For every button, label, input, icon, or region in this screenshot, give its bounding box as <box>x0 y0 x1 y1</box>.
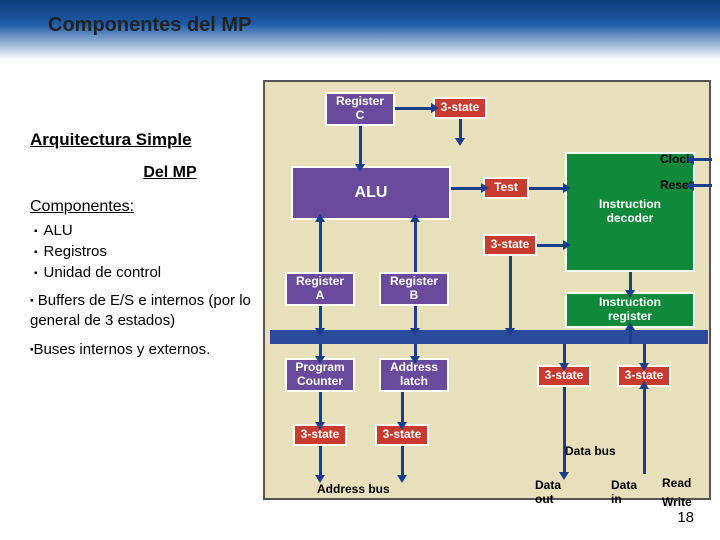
arrow-head <box>625 290 635 298</box>
write-label: Write <box>662 495 692 509</box>
arrow <box>643 387 646 474</box>
arrow-head <box>481 183 489 193</box>
tri1-box: 3-state <box>433 97 487 119</box>
arrow <box>694 158 712 161</box>
arrow-head <box>315 422 325 430</box>
arrow-head <box>431 103 439 113</box>
arrow <box>401 446 404 477</box>
arrow-head <box>455 138 465 146</box>
arrow <box>359 126 362 166</box>
paragraph-buffers: ▪ Buffers de E/S e internos (por lo gene… <box>30 291 260 330</box>
arrow-head <box>639 381 649 389</box>
list-item: Registros <box>34 243 260 260</box>
arrow <box>319 220 322 272</box>
arrow-head <box>410 356 420 364</box>
arrow-head <box>563 183 571 193</box>
component-list: ALU Registros Unidad de control <box>30 222 260 281</box>
componentes-label: Componentes: <box>30 198 260 216</box>
arrow-head <box>625 322 635 330</box>
test-box: Test <box>483 177 529 199</box>
arrow <box>319 392 322 424</box>
paragraph-buses: ▪Buses internos y externos. <box>30 340 260 360</box>
arrow-head <box>397 422 407 430</box>
list-item: Unidad de control <box>34 264 260 281</box>
arrow-head <box>397 475 407 483</box>
arrow <box>319 306 322 330</box>
diagram-label: Dataout <box>535 478 561 506</box>
arrow <box>563 344 566 365</box>
tri2-box: 3-state <box>483 234 537 256</box>
arrow-head <box>686 181 694 191</box>
alu-box: ALU <box>291 166 451 220</box>
arrow <box>643 344 646 365</box>
arrow-head <box>410 214 420 222</box>
arrow <box>694 184 712 187</box>
list-item: ALU <box>34 222 260 239</box>
diagram-label: Data bus <box>565 444 616 458</box>
arrow <box>509 256 512 330</box>
arch-title: Arquitectura Simple <box>30 130 260 150</box>
arrow-head <box>559 363 569 371</box>
arrow <box>563 387 566 474</box>
diagram-label: Address bus <box>317 482 390 496</box>
del-mp: Del MP <box>80 164 260 182</box>
text-column: Arquitectura Simple Del MP Componentes: … <box>30 130 260 360</box>
page-title: Componentes del MP <box>48 14 251 37</box>
arrow-head <box>315 214 325 222</box>
arrow <box>319 446 322 477</box>
regC-box: RegisterC <box>325 92 395 126</box>
page-number: 18 <box>677 509 694 526</box>
regA-box: RegisterA <box>285 272 355 306</box>
decoder-box: Instructiondecoder <box>565 152 695 272</box>
arrow <box>414 220 417 272</box>
arrow <box>459 119 462 140</box>
arrow <box>629 272 632 292</box>
arrow <box>401 392 404 424</box>
diagram-label: Datain <box>611 478 637 506</box>
arrow <box>629 328 632 344</box>
arrow-head <box>410 328 420 336</box>
arrow <box>414 306 417 330</box>
arrow-head <box>686 155 694 165</box>
arrow <box>451 187 483 190</box>
arrow-head <box>505 328 515 336</box>
arrow <box>537 244 565 247</box>
arrow-head <box>355 164 365 172</box>
arrow-head <box>639 363 649 371</box>
arrow-head <box>315 328 325 336</box>
arrow-head <box>563 240 571 250</box>
read-label: Read <box>662 476 691 490</box>
regB-box: RegisterB <box>379 272 449 306</box>
internal-bus <box>270 330 708 344</box>
mp-architecture-diagram: RegisterC 3-state ALU Test 3-state Instructio… <box>263 80 711 500</box>
arrow-head <box>315 356 325 364</box>
arrow <box>529 187 565 190</box>
arrow <box>395 107 433 110</box>
